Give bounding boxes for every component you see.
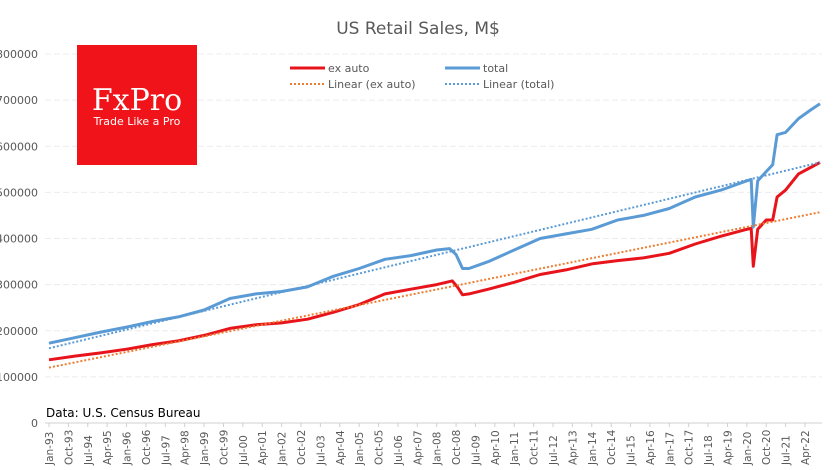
x-tick-label: Jul-15 <box>626 435 638 466</box>
y-tick-label: 500000 <box>0 186 38 199</box>
chart-title: US Retail Sales, M$ <box>336 19 500 39</box>
logo-background <box>77 45 197 165</box>
x-tick-label: Jul-09 <box>470 435 482 466</box>
x-tick-label: Oct-20 <box>761 430 773 465</box>
x-tick-label: Jan-08 <box>432 432 444 466</box>
x-tick-label: Apr-01 <box>257 430 269 465</box>
logo-brand: FxPro <box>92 83 182 118</box>
y-tick-label: 600000 <box>0 140 38 153</box>
x-tick-label: Jul-94 <box>83 435 95 466</box>
y-tick-label: 400000 <box>0 233 38 246</box>
x-tick-label: Jan-93 <box>44 432 56 466</box>
x-tick-label: Oct-08 <box>451 430 463 465</box>
x-tick-label: Apr-16 <box>645 430 657 465</box>
y-tick-label: 200000 <box>0 325 38 338</box>
x-tick-label: Oct-96 <box>141 429 153 465</box>
legend-label: total <box>483 62 508 75</box>
x-tick-label: Jul-00 <box>238 435 250 466</box>
source-note: Data: U.S. Census Bureau <box>46 406 201 420</box>
series-line-linear-ex-auto <box>48 211 821 369</box>
x-tick-label: Oct-14 <box>606 429 618 465</box>
x-tick-label: Oct-11 <box>529 430 541 465</box>
x-tick-label: Oct-99 <box>218 430 230 465</box>
x-tick-label: Jan-17 <box>664 432 676 466</box>
x-tick-label: Oct-02 <box>296 430 308 465</box>
x-tick-label: Apr-98 <box>180 430 192 465</box>
series-line-total <box>48 102 821 345</box>
legend: ex auto total Linear (ex auto) Linear (tota… <box>290 62 554 91</box>
legend-label: ex auto <box>328 62 370 75</box>
x-tick-label: Apr-04 <box>335 430 347 465</box>
x-tick-label: Jan-05 <box>354 432 366 466</box>
y-tick-label: 300000 <box>0 279 38 292</box>
logo-tagline: Trade Like a Pro <box>93 115 181 128</box>
legend-label: Linear (ex auto) <box>328 78 416 91</box>
x-tick-label: Jan-14 <box>587 431 599 466</box>
x-tick-label: Jan-11 <box>509 432 521 466</box>
y-tick-label: 700000 <box>0 94 38 107</box>
x-tick-label: Jan-02 <box>277 432 289 466</box>
y-tick-label: 800000 <box>0 48 38 61</box>
x-tick-label: Jul-12 <box>548 435 560 466</box>
x-tick-label: Oct-05 <box>374 430 386 465</box>
series-line-ex-auto <box>48 161 821 362</box>
x-tick-label: Apr-13 <box>567 430 579 465</box>
legend-label: Linear (total) <box>483 78 554 91</box>
x-tick-label: Oct-17 <box>684 430 696 465</box>
x-tick-label: Jul-18 <box>703 435 715 466</box>
x-tick-label: Jul-21 <box>781 435 793 466</box>
y-tick-label: 0 <box>31 417 38 430</box>
x-tick-label: Jan-99 <box>199 432 211 466</box>
y-tick-label: 100000 <box>0 371 38 384</box>
x-tick-label: Jul-03 <box>315 435 327 466</box>
x-tick-label: Jul-06 <box>393 435 405 466</box>
x-tick-label: Jan-20 <box>742 432 754 466</box>
x-tick-label: Apr-10 <box>490 430 502 465</box>
x-tick-label: Apr-95 <box>102 430 114 465</box>
x-tick-label: Jul-97 <box>160 435 172 466</box>
fxpro-logo: FxPro Trade Like a Pro <box>77 45 197 165</box>
x-tick-label: Apr-22 <box>800 430 812 465</box>
x-tick-label: Oct-93 <box>63 430 75 465</box>
x-tick-label: Apr-07 <box>412 430 424 465</box>
series-line-linear-total <box>48 161 821 350</box>
x-tick-label: Jan-96 <box>122 431 134 466</box>
x-tick-label: Apr-19 <box>722 430 734 465</box>
